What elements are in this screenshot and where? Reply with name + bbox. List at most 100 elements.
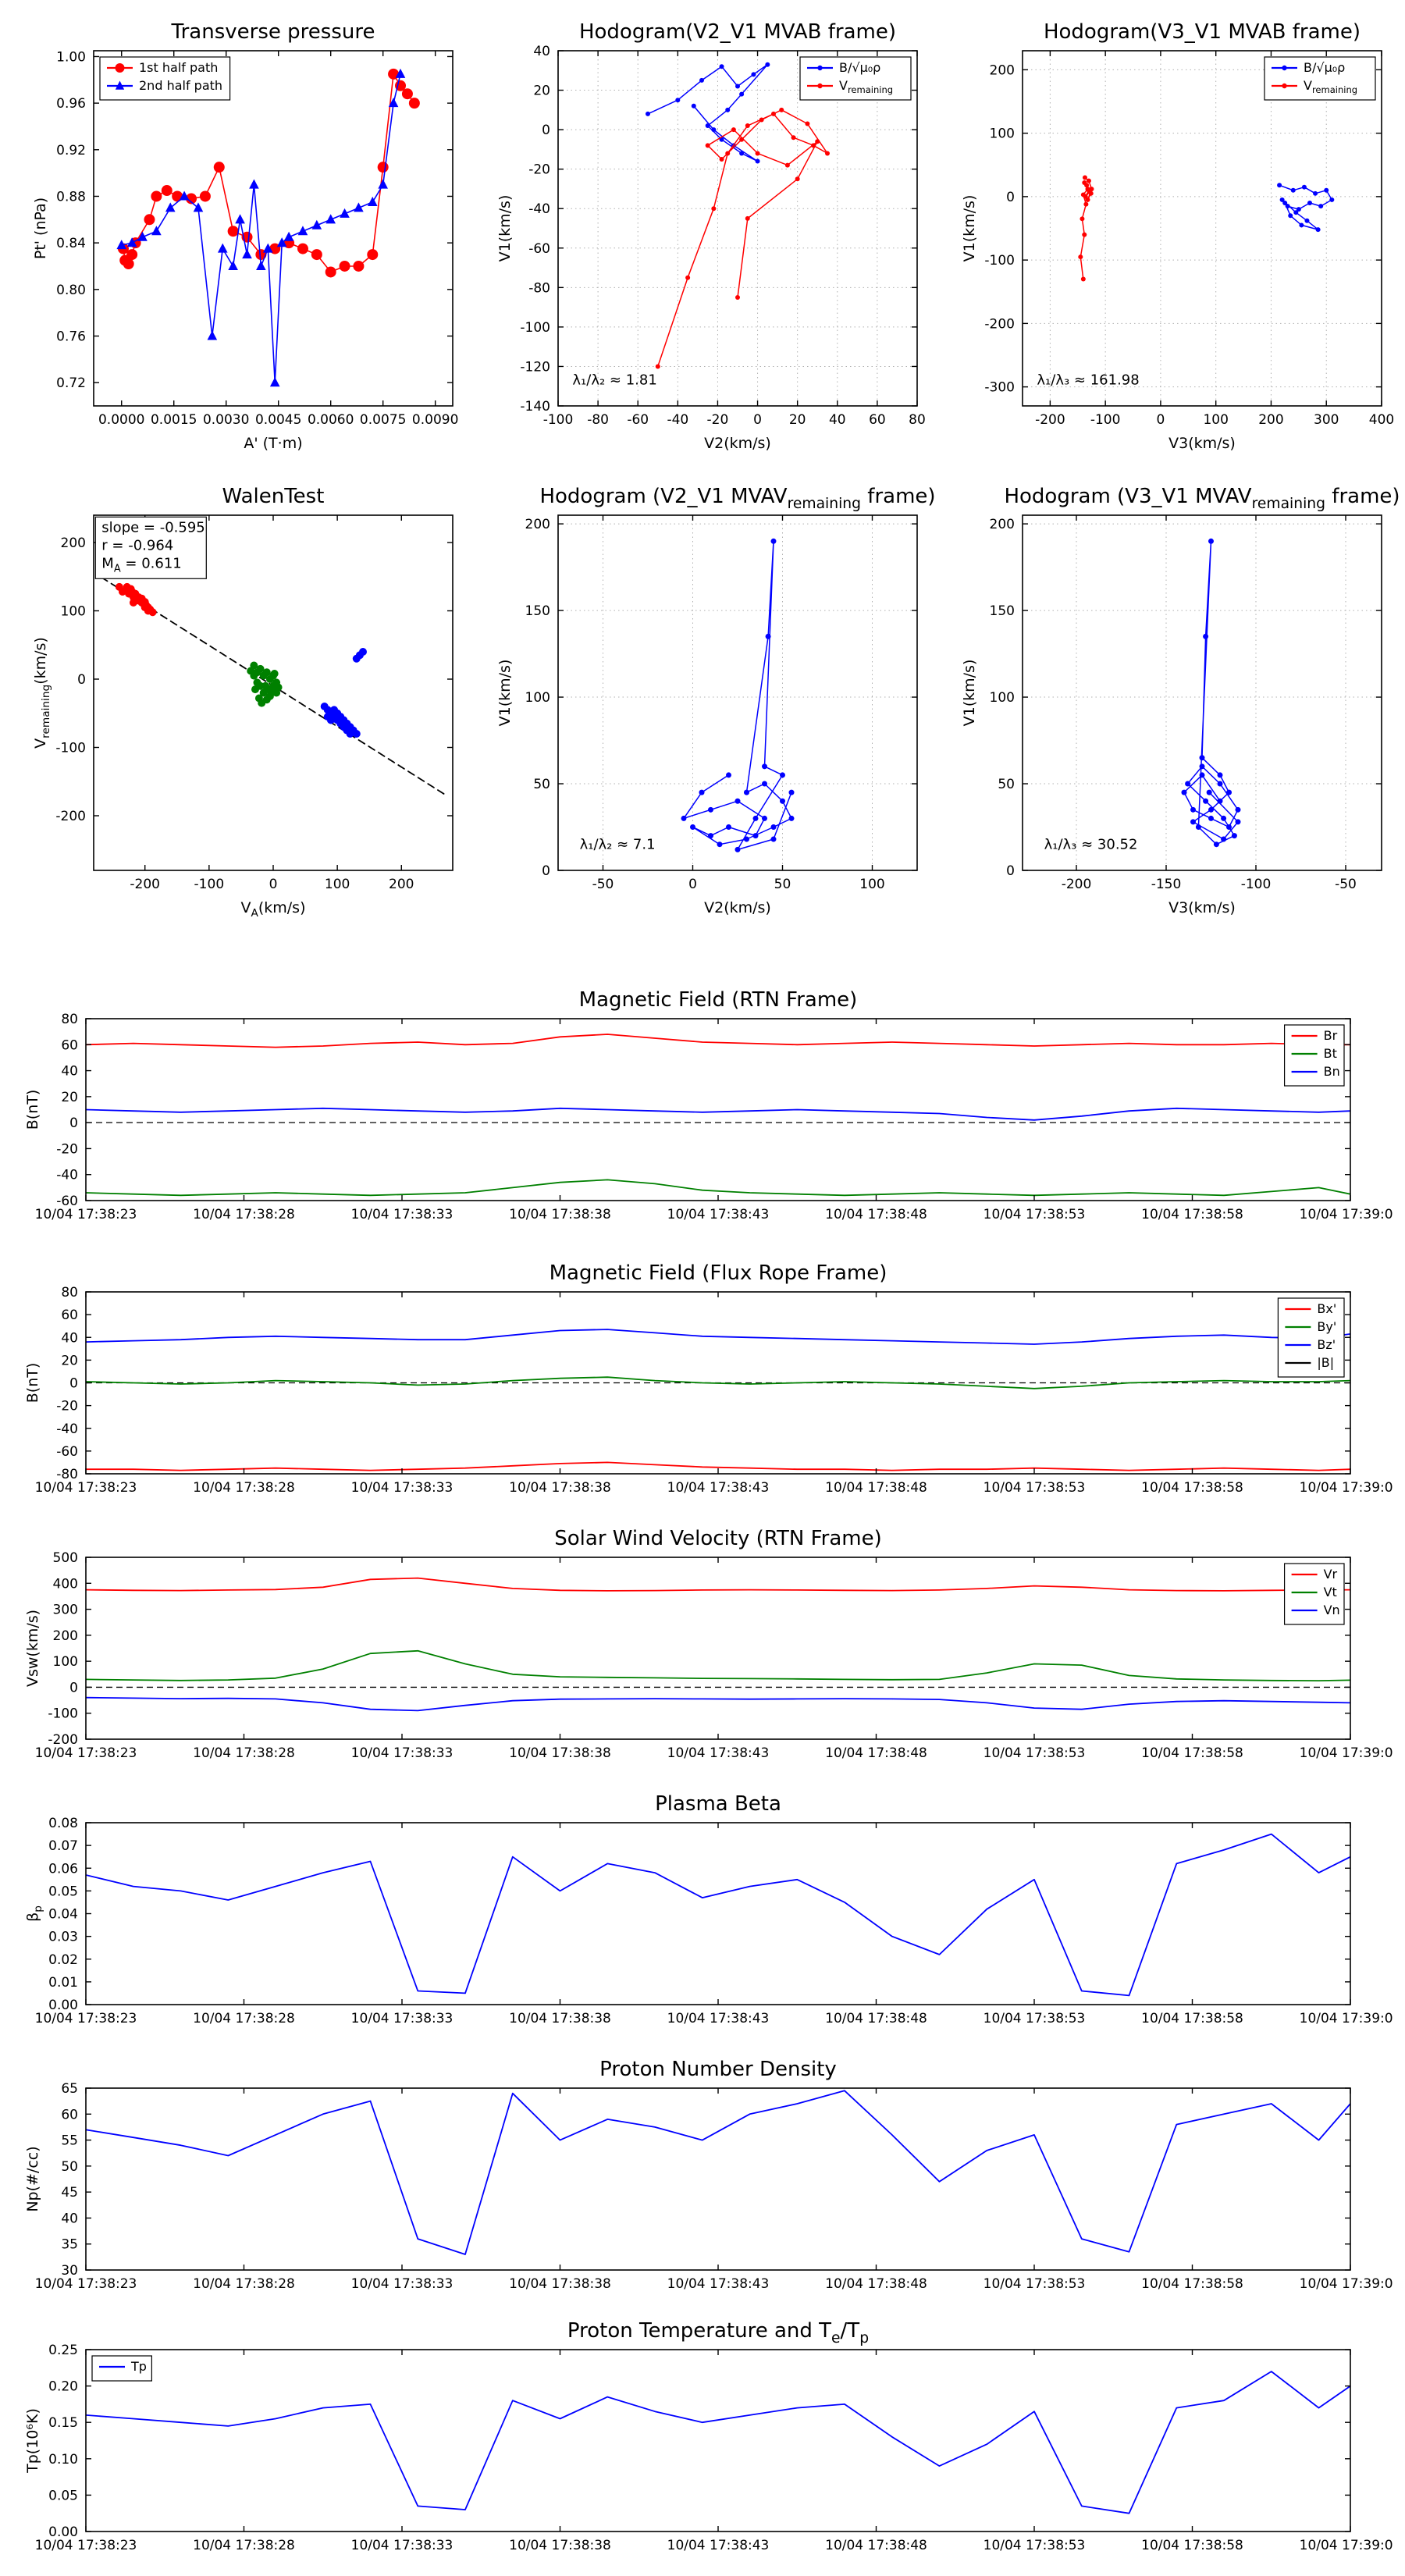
y-tick-label: 100	[990, 126, 1015, 142]
y-tick-label: 40	[61, 1330, 78, 1346]
y-tick-label: 0.25	[48, 2343, 78, 2358]
y-tick-label: 0.08	[48, 1816, 78, 1831]
y-tick-label: 0	[69, 1376, 78, 1392]
x-tick-label: 200	[389, 877, 414, 892]
y-tick-label: 65	[61, 2081, 78, 2097]
y-tick-label: 0.05	[48, 2488, 78, 2503]
svg-text:slope = -0.595: slope = -0.595	[101, 519, 205, 535]
x-tick-label: 10/04 17:38:48	[825, 2276, 927, 2292]
y-tick-label: -100	[55, 741, 86, 756]
series-b-sqrt-mu0-rho-	[1277, 183, 1335, 233]
y-tick-label: 0.76	[56, 329, 86, 344]
y-tick-label: 50	[61, 2159, 78, 2175]
y-axis-label: Vremaining(km/s)	[32, 637, 52, 749]
y-tick-label: 50	[998, 777, 1015, 792]
y-tick-label: 150	[990, 603, 1015, 619]
svg-text:λ₁/λ₂ ≈ 1.81: λ₁/λ₂ ≈ 1.81	[572, 372, 656, 389]
chart-svg-hodogram-v3v1-mvab: -200 -100 0 100 200 300 400 -300 -200 -100 0 100 200…	[961, 20, 1394, 452]
y-tick-label: 0	[69, 1115, 78, 1131]
x-tick-label: 100	[859, 877, 884, 892]
y-axis-label: V1(km/s)	[496, 660, 514, 727]
chart-hodogram-v2v1-mvab: -100 -80 -60 -40 -20 0 20 40 60 80 -140 -120 -100 -80…	[476, 12, 937, 464]
y-tick-label: 200	[525, 517, 550, 532]
series-tp	[86, 2371, 1350, 2514]
y-tick-label: 60	[61, 1308, 78, 1323]
y-tick-label: -20	[56, 1399, 78, 1414]
x-tick-label: 80	[909, 412, 926, 428]
x-tick-label: 10/04 17:38:43	[667, 2276, 770, 2292]
series-cluster-1	[115, 582, 157, 617]
svg-text:λ₁/λ₃ ≈ 161.98: λ₁/λ₃ ≈ 161.98	[1037, 372, 1139, 389]
chart-title: Transverse pressure	[171, 20, 375, 44]
x-tick-label: 10/04 17:38:53	[984, 1207, 1086, 1222]
x-tick-label: 10/04 17:38:38	[509, 1745, 611, 1761]
y-tick-label: 30	[61, 2263, 78, 2279]
y-tick-label: 100	[53, 1654, 78, 1670]
x-tick-label: 10/04 17:38:43	[667, 2538, 770, 2553]
x-axis-label: V3(km/s)	[1168, 899, 1236, 916]
legend: 1st half path 2nd half path	[99, 56, 231, 101]
chart-title: WalenTest	[222, 485, 325, 508]
y-tick-label: -140	[520, 399, 550, 415]
y-tick-label: -100	[48, 1706, 78, 1722]
x-axis-label: A' (T·m)	[244, 435, 302, 452]
legend-entry-label: Vremaining	[839, 78, 893, 95]
y-tick-label: -300	[984, 380, 1015, 396]
x-tick-label: 10/04 17:38:43	[667, 2011, 770, 2026]
legend: Br Bt Bn	[1283, 1024, 1345, 1087]
legend: Bx' By' Bz' |B|	[1277, 1297, 1345, 1378]
x-tick-label: 10/04 17:38:48	[825, 1480, 927, 1496]
y-tick-label: 80	[61, 1012, 78, 1027]
chart-title: Hodogram (V3_V1 MVAVremaining frame)	[1004, 485, 1400, 512]
x-tick-label: 10/04 17:39:03	[1300, 2011, 1393, 2026]
x-tick-label: -50	[1335, 877, 1357, 892]
x-axis-label: V2(km/s)	[704, 435, 771, 452]
y-tick-label: 40	[61, 2211, 78, 2226]
legend: B/√μ₀ρ Vremaining	[1264, 56, 1376, 101]
chart-solar-wind-velocity: 10/04 17:38:23 10/04 17:38:28 10/04 17:38:…	[12, 1522, 1401, 1780]
legend-entry-label: 1st half path	[139, 60, 218, 75]
annotation: λ₁/λ₂ ≈ 7.1	[580, 837, 656, 853]
x-tick-label: 10/04 17:39:03	[1300, 2538, 1393, 2553]
y-tick-label: 45	[61, 2185, 78, 2201]
x-tick-label: 10/04 17:38:33	[351, 1480, 454, 1496]
x-tick-label: 10/04 17:38:53	[984, 2276, 1086, 2292]
x-tick-label: 10/04 17:38:48	[825, 1745, 927, 1761]
y-tick-label: 1.00	[56, 49, 86, 65]
x-axis-label: V2(km/s)	[704, 899, 771, 916]
x-tick-label: 10/04 17:38:23	[35, 2011, 137, 2026]
x-tick-label: 10/04 17:38:28	[193, 2538, 295, 2553]
chart-magnetic-field-fluxrope: 10/04 17:38:23 10/04 17:38:28 10/04 17:38:…	[12, 1257, 1401, 1514]
x-tick-label: 10/04 17:38:23	[35, 2276, 137, 2292]
series-2nd-half-path	[116, 68, 406, 387]
y-tick-label: 80	[61, 1285, 78, 1300]
y-tick-label: -20	[56, 1141, 78, 1157]
x-tick-label: -200	[1062, 877, 1092, 892]
chart-svg-proton-density: 10/04 17:38:23 10/04 17:38:28 10/04 17:38:…	[24, 2058, 1401, 2292]
y-tick-label: 0	[1006, 190, 1015, 205]
annotation: slope = -0.595 r = -0.964 MA = 0.611	[94, 516, 207, 579]
legend: Tp	[91, 2355, 153, 2382]
series--b-	[86, 1285, 1350, 1288]
x-tick-label: 60	[869, 412, 886, 428]
x-tick-label: 10/04 17:38:23	[35, 1480, 137, 1496]
x-tick-label: 10/04 17:38:58	[1141, 2276, 1243, 2292]
x-tick-label: 10/04 17:38:58	[1141, 1480, 1243, 1496]
x-tick-label: 10/04 17:38:43	[667, 1207, 770, 1222]
y-tick-label: -200	[48, 1732, 78, 1748]
series-v-path	[681, 538, 795, 852]
y-axis-label: Pt' (nPa)	[32, 197, 49, 259]
legend-entry-label: Vremaining	[1304, 78, 1357, 95]
x-tick-label: 10/04 17:38:48	[825, 2011, 927, 2026]
x-tick-label: 300	[1314, 412, 1339, 428]
x-tick-label: 10/04 17:38:43	[667, 1745, 770, 1761]
y-tick-label: 35	[61, 2237, 78, 2253]
x-tick-label: 10/04 17:38:53	[984, 1480, 1086, 1496]
y-tick-label: 100	[61, 604, 86, 620]
x-tick-label: 0.0075	[360, 412, 406, 428]
x-tick-label: 10/04 17:38:28	[193, 2276, 295, 2292]
x-tick-label: -100	[1090, 412, 1121, 428]
x-tick-label: -100	[1241, 877, 1272, 892]
x-tick-label: 10/04 17:38:33	[351, 2538, 454, 2553]
